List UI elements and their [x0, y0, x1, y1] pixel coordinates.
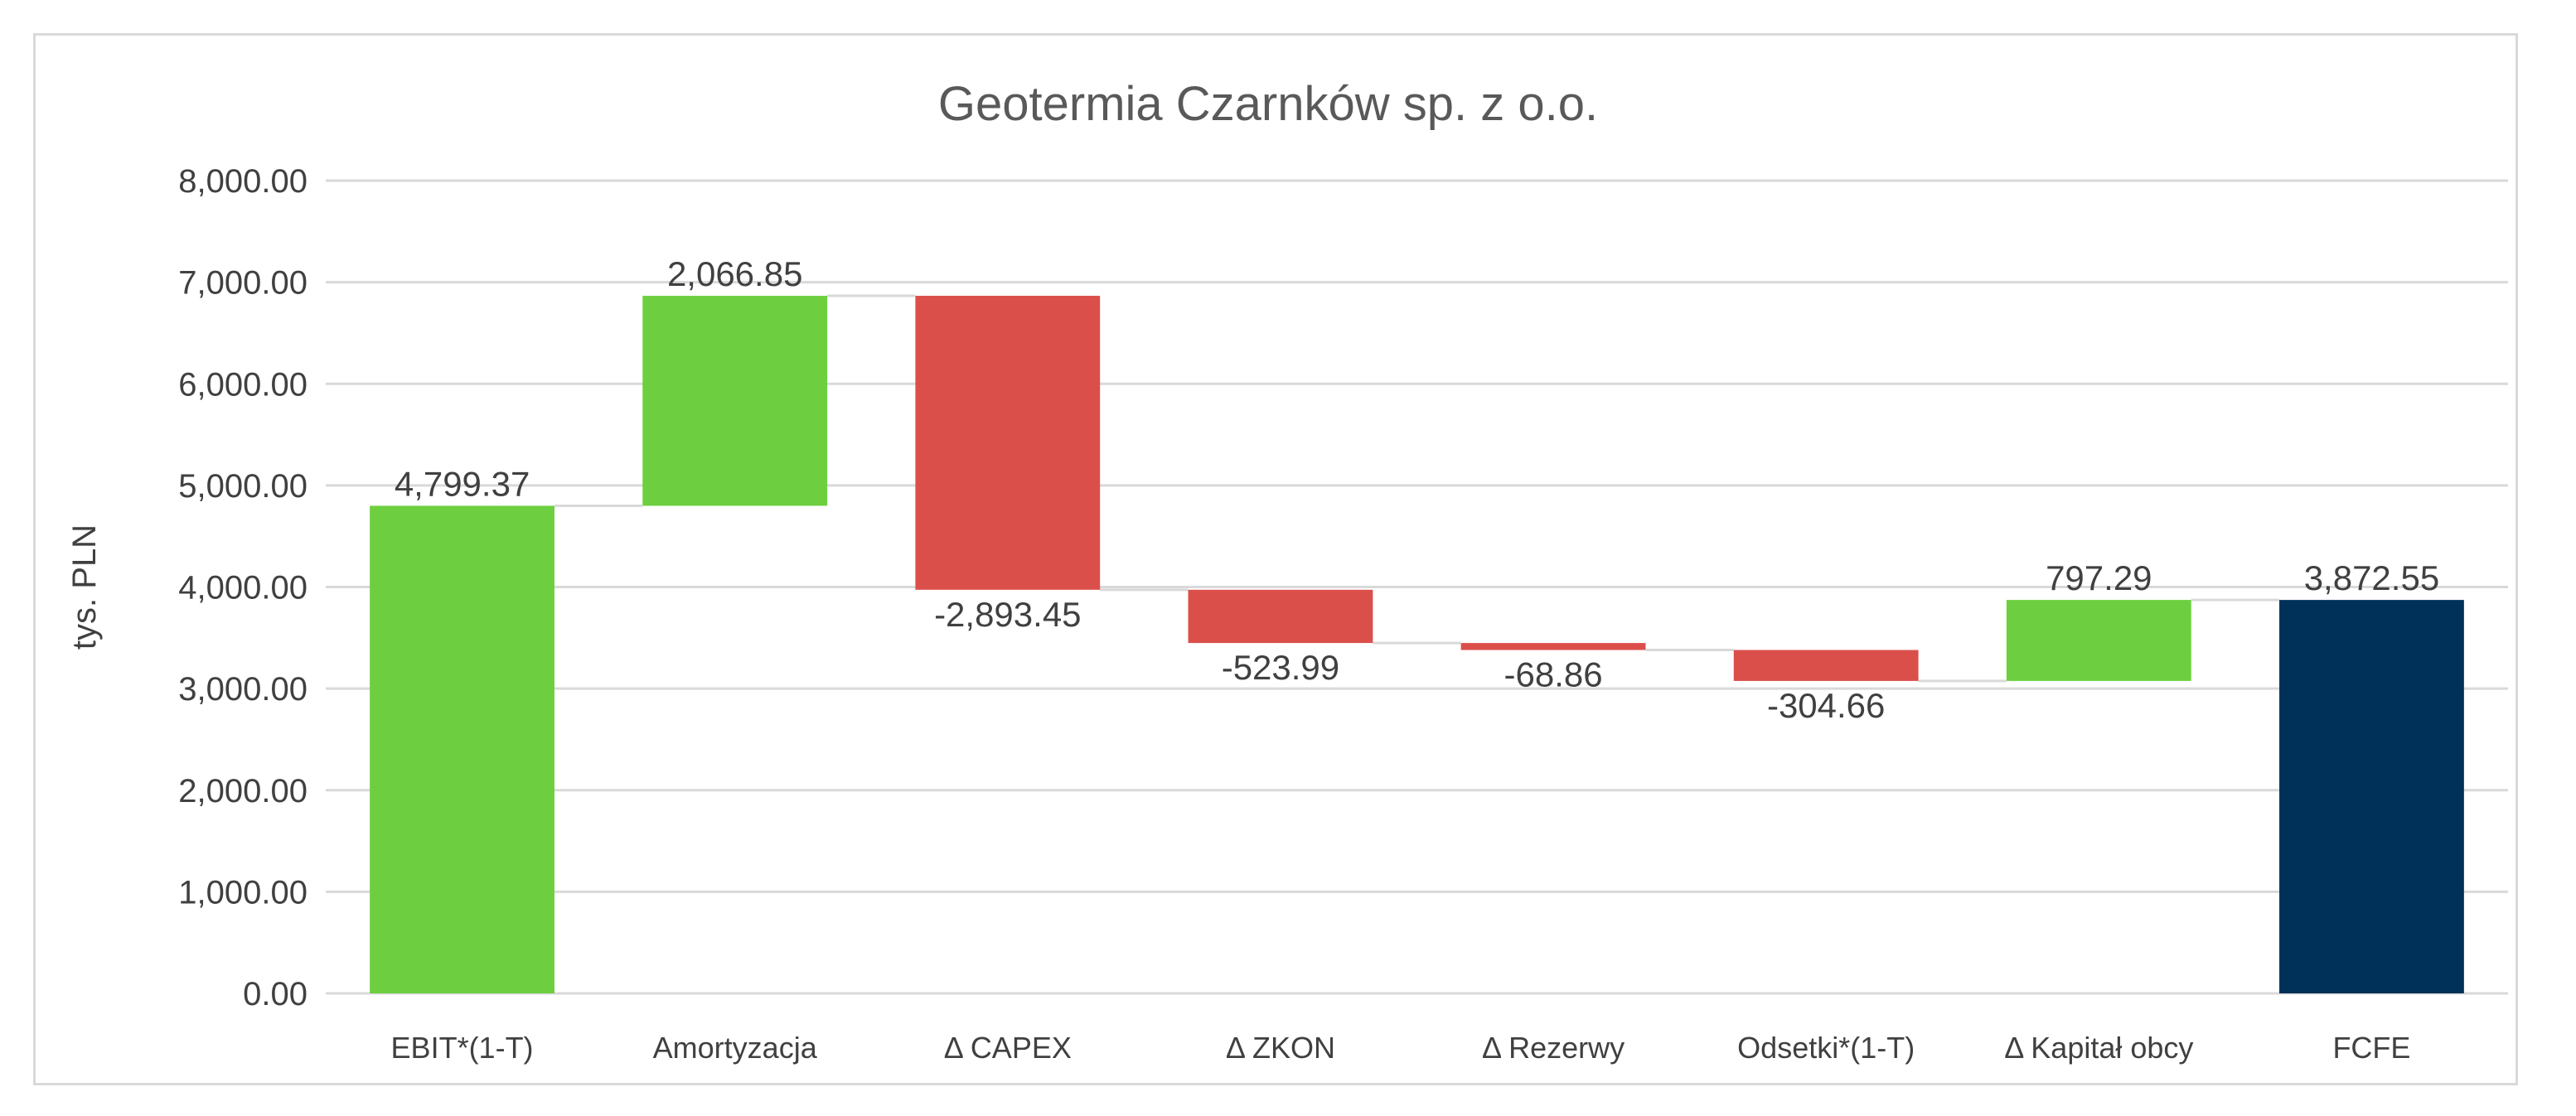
chart-frame: Geotermia Czarnków sp. z o.o. tys. PLN 4…	[33, 33, 2518, 1085]
data-label: -304.66	[1767, 686, 1885, 725]
x-tick-label: Amortyzacja	[653, 1031, 818, 1065]
data-label: -2,893.45	[934, 595, 1081, 634]
y-tick-label: 0.00	[243, 976, 307, 1012]
data-label: 797.29	[2046, 558, 2152, 597]
data-label: -68.86	[1504, 655, 1603, 694]
x-tick-label: EBIT*(1-T)	[391, 1031, 534, 1065]
bar-2	[915, 296, 1101, 590]
y-tick-label: 2,000.00	[178, 773, 307, 809]
y-tick-label: 7,000.00	[178, 265, 307, 302]
bar-3	[1188, 589, 1373, 644]
x-tick-label: Δ CAPEX	[944, 1031, 1072, 1065]
bar-6	[2006, 600, 2191, 681]
y-tick-label: 5,000.00	[178, 468, 307, 505]
y-tick-label: 8,000.00	[178, 163, 307, 200]
y-tick-label: 6,000.00	[178, 366, 307, 403]
data-label: -523.99	[1222, 648, 1339, 687]
data-label: 3,872.55	[2304, 558, 2440, 597]
x-tick-labels: EBIT*(1-T) Amortyzacja Δ CAPEX Δ ZKON Δ Reze…	[391, 1031, 2411, 1065]
x-tick-label: Odsetki*(1-T)	[1737, 1031, 1915, 1065]
bar-7	[2279, 600, 2464, 993]
y-tick-label: 1,000.00	[178, 874, 307, 911]
bar-5	[1733, 650, 1919, 681]
bars	[370, 296, 2464, 993]
x-tick-label: Δ Rezerwy	[1482, 1031, 1625, 1065]
connector-lines	[554, 294, 2280, 683]
x-tick-label: Δ ZKON	[1226, 1031, 1335, 1065]
y-axis-label: tys. PLN	[66, 524, 103, 650]
bar-1	[642, 296, 828, 506]
waterfall-chart: Geotermia Czarnków sp. z o.o. tys. PLN 4…	[66, 77, 2508, 1065]
bar-4	[1460, 643, 1646, 650]
chart-title: Geotermia Czarnków sp. z o.o.	[938, 77, 1598, 131]
data-label: 4,799.37	[395, 464, 530, 503]
y-tick-label: 4,000.00	[178, 570, 307, 606]
y-tick-labels: 0.00 1,000.00 2,000.00 3,000.00 4,000.00 5,00…	[178, 163, 307, 1012]
x-tick-label: Δ Kapitał obcy	[2004, 1031, 2193, 1065]
data-labels: 4,799.37 2,066.85 -2,893.45 -523.99 -68.86 -3…	[395, 254, 2439, 725]
y-tick-label: 3,000.00	[178, 671, 307, 708]
x-tick-label: FCFE	[2332, 1031, 2410, 1065]
bar-0	[370, 505, 554, 993]
data-label: 2,066.85	[667, 254, 803, 293]
